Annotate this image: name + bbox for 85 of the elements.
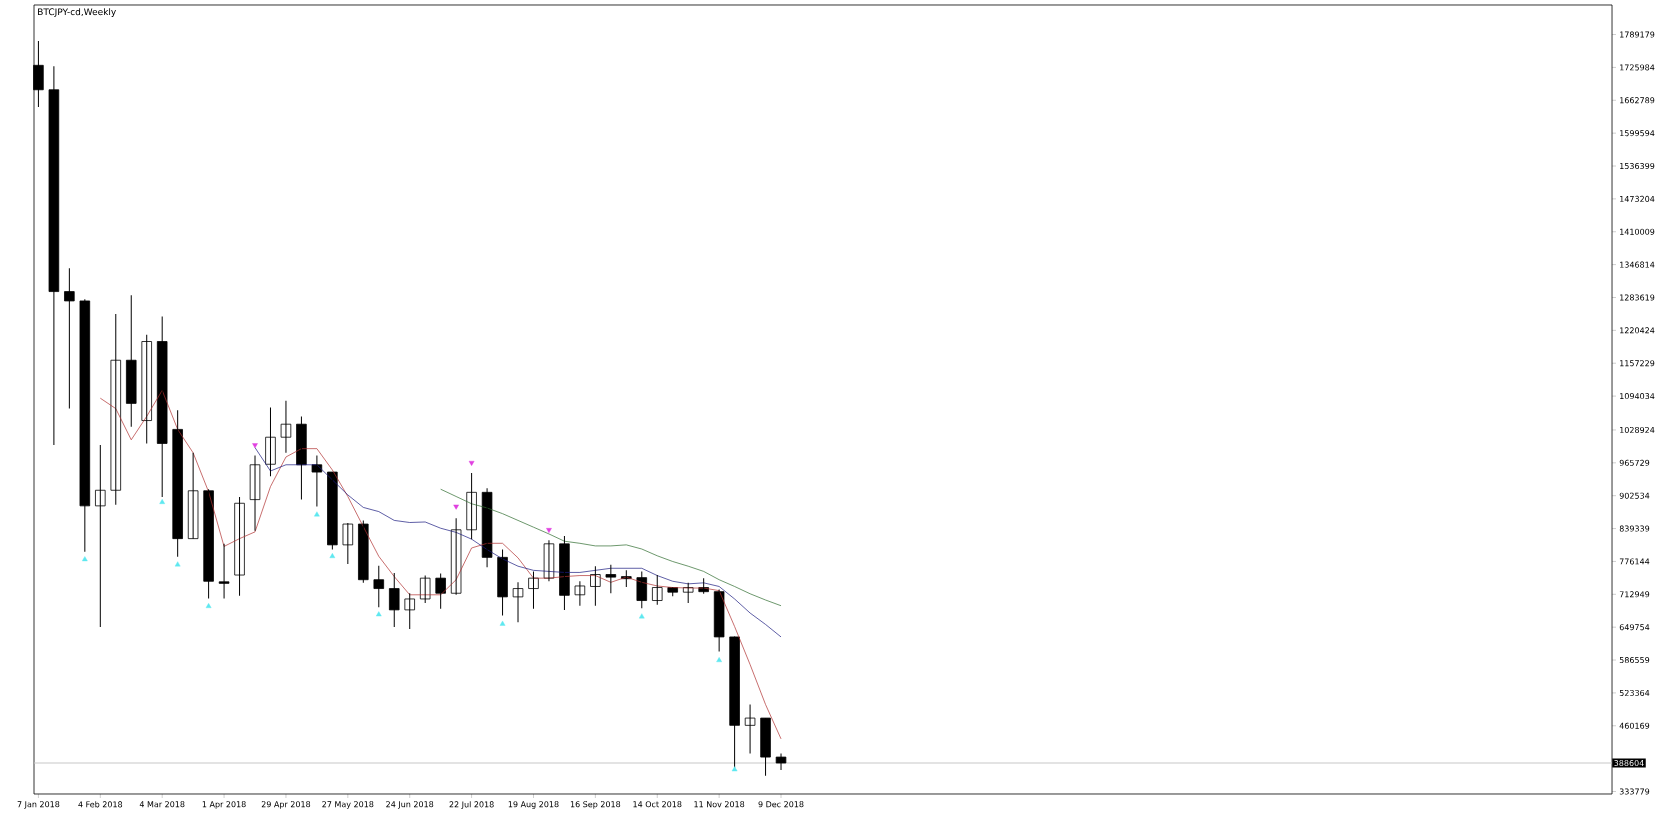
candlestick [388,572,400,628]
candlestick [172,409,183,558]
point [375,611,382,617]
y-tick-label: 1473204 [1620,195,1655,202]
ref-line-label: 388604 [1614,759,1644,767]
x-tick-label: 16 Sep 2018 [570,801,621,809]
y-tick-label: 1725984 [1620,64,1655,71]
y-tick-label: 1283619 [1620,294,1655,301]
candlestick [95,444,106,628]
candlestick [203,488,214,599]
candlestick [125,294,137,428]
x-tick-label: 27 May 2018 [322,801,374,809]
x-tick-label: 22 Jul 2018 [449,801,494,809]
y-tick-label: 839339 [1619,525,1650,532]
candlestick [156,316,168,498]
x-tick-label: 14 Oct 2018 [633,801,682,808]
point [638,613,645,619]
candlestick [265,407,276,477]
candlestick [775,752,787,771]
candlestick [79,298,91,553]
point [252,443,258,449]
x-tick-label: 4 Feb 2018 [78,801,123,808]
y-tick-label: 1220424 [1620,327,1655,334]
point [546,528,552,533]
candlestick [605,564,617,594]
candlestick [218,543,230,599]
chart-title: BTCJPY-cd,Weekly [38,8,116,17]
y-tick-label: 1662789 [1620,97,1655,104]
y-tick-label: 460169 [1619,722,1650,729]
y-tick-label: 965729 [1619,459,1650,466]
y-tick-label: 649754 [1619,624,1650,631]
candlestick [234,496,245,597]
y-tick-label: 1789179 [1620,31,1655,38]
candlestick [141,334,152,444]
candlestick [327,471,338,551]
candlestick [342,522,354,565]
x-tick-label: 19 Aug 2018 [508,801,559,809]
y-tick-label: 1536399 [1620,162,1655,170]
line-series [440,488,782,607]
x-tick-label: 9 Dec 2018 [758,801,804,808]
x-tick-label: 1 Apr 2018 [202,801,246,809]
candlestick [373,565,385,608]
y-tick-label: 586559 [1619,657,1650,664]
candlestick [466,472,477,540]
y-tick-label: 523364 [1619,689,1650,696]
y-tick-label: 1028924 [1620,426,1655,433]
x-tick-label: 7 Jan 2018 [17,801,60,809]
point [731,766,738,772]
point [314,511,320,517]
y-tick-label: 1410009 [1620,228,1655,235]
candlestick [528,570,539,610]
candlestick [651,574,663,606]
candlestick [404,592,415,630]
x-tick-label: 11 Nov 2018 [694,801,745,808]
candlestick [512,581,524,623]
candlestick [110,313,122,506]
candlestick [497,549,508,617]
point [82,556,88,562]
y-tick-label: 333779 [1619,788,1650,795]
y-tick-label: 776144 [1619,558,1650,565]
point [453,504,459,510]
candlestick [64,267,75,410]
candlestick [636,570,648,609]
candlestick [744,704,756,754]
x-tick-label: 24 Jun 2018 [386,801,434,809]
y-tick-label: 1094034 [1620,393,1655,400]
point [716,657,722,663]
candlestick [559,535,570,611]
point [159,499,165,504]
x-tick-label: 29 Apr 2018 [261,801,311,809]
candlestick [358,519,369,584]
point [468,460,475,466]
point [499,620,506,626]
y-tick-label: 1599594 [1620,130,1655,137]
point [329,553,336,559]
point [174,561,181,567]
point [205,603,212,608]
y-tick-label: 1346814 [1620,261,1655,268]
candlestick [435,572,446,610]
y-tick-label: 1157229 [1620,360,1655,367]
candlestick [419,575,431,604]
y-tick-label: 902534 [1619,492,1650,499]
y-tick-label: 712949 [1619,591,1650,598]
candlestick [760,717,771,777]
x-tick-label: 4 Mar 2018 [139,801,185,808]
